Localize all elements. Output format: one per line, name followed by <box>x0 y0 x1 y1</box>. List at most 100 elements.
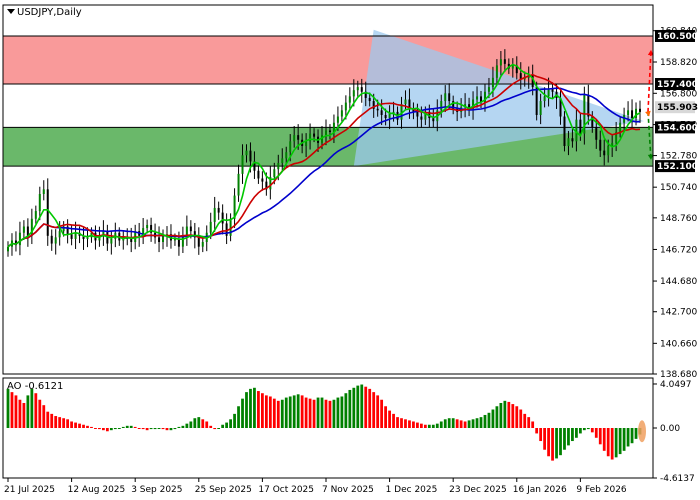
candle-body-68 <box>277 163 280 170</box>
candle-body-24 <box>102 231 105 236</box>
candle-body-150 <box>603 150 606 156</box>
ao-bar-70 <box>284 397 288 428</box>
ao-bar-125 <box>503 400 507 428</box>
ao-bar-104 <box>419 423 423 428</box>
candle-body-62 <box>253 161 256 171</box>
ao-bar-137 <box>551 428 554 461</box>
ao-bar-129 <box>519 409 523 428</box>
ao-bar-48 <box>197 417 201 428</box>
candle-body-139 <box>559 97 562 117</box>
candle-body-79 <box>321 135 324 143</box>
candle-body-123 <box>495 65 498 78</box>
y-tick-label-1: 158.820 <box>660 58 697 68</box>
candle-body-100 <box>404 99 407 105</box>
ao-bar-126 <box>507 401 511 428</box>
ao-bar-67 <box>272 398 276 428</box>
price-tag-label-1: 157.400 <box>657 80 698 90</box>
ao-bar-115 <box>463 421 467 428</box>
ao-bar-156 <box>626 428 630 447</box>
candle-body-134 <box>539 101 542 115</box>
candle-body-158 <box>635 108 638 119</box>
ao-bar-81 <box>328 400 332 428</box>
candle-body-93 <box>376 108 379 111</box>
ao-bar-14 <box>62 418 66 428</box>
ao-bar-71 <box>288 396 292 428</box>
candle-body-66 <box>269 176 272 190</box>
candle-body-119 <box>480 96 483 103</box>
x-tick-label-8: 16 Jan 2026 <box>513 485 567 495</box>
ao-bar-50 <box>205 421 209 428</box>
ao-bar-44 <box>181 425 185 428</box>
ao-bar-60 <box>245 392 248 428</box>
candle-body-57 <box>233 195 236 219</box>
ao-bar-110 <box>443 419 447 428</box>
candle-body-149 <box>599 139 602 151</box>
candle-body-44 <box>181 235 184 247</box>
ao-bar-33 <box>137 428 141 429</box>
y-tick-label-10: 140.660 <box>660 339 697 349</box>
y-tick-label-9: 142.700 <box>660 308 697 318</box>
candle-body-16 <box>70 234 73 239</box>
ao-bar-43 <box>177 426 181 428</box>
candle-body-142 <box>571 138 574 142</box>
ao-bar-142 <box>571 428 574 442</box>
candle-body-80 <box>324 130 327 136</box>
ao-bar-61 <box>249 388 252 428</box>
ao-bar-80 <box>324 399 328 428</box>
ao-bar-20 <box>86 425 89 428</box>
candle-body-45 <box>185 226 188 236</box>
candle-body-90 <box>364 91 367 98</box>
candle-body-34 <box>142 228 145 236</box>
ao-bar-64 <box>261 393 264 428</box>
candle-body-11 <box>50 235 53 244</box>
candle-body-154 <box>619 122 622 133</box>
candle-body-36 <box>150 224 153 233</box>
ao-bar-93 <box>376 395 380 428</box>
ao-bar-152 <box>610 428 614 460</box>
candle-body-151 <box>607 145 610 156</box>
ao-bar-153 <box>614 428 618 458</box>
candle-body-81 <box>328 130 331 133</box>
ao-bar-46 <box>189 421 193 428</box>
candle-body-136 <box>547 88 550 97</box>
ao-bar-87 <box>352 387 356 428</box>
ao-bar-8 <box>38 399 42 428</box>
candle-body-96 <box>388 113 391 119</box>
ao-bar-139 <box>559 428 562 456</box>
candle-body-130 <box>523 77 526 80</box>
candle-body-70 <box>285 152 288 159</box>
candle-body-148 <box>595 127 598 140</box>
ao-bar-92 <box>372 392 376 428</box>
ao-bar-116 <box>467 420 471 428</box>
candle-body-147 <box>591 116 594 128</box>
ao-bar-72 <box>292 395 296 428</box>
ao-bar-42 <box>173 428 177 430</box>
chart-title: USDJPY,Daily <box>17 7 82 18</box>
price-tag-label-3: 154.600 <box>657 123 698 133</box>
ao-bar-1 <box>10 392 14 428</box>
ao-bar-145 <box>582 428 586 431</box>
candle-body-122 <box>491 77 494 88</box>
price-tag-2 <box>655 101 695 114</box>
y-tick-label-4: 152.780 <box>660 152 697 162</box>
candle-body-47 <box>193 231 196 238</box>
ao-bar-73 <box>296 394 300 428</box>
ao-bar-88 <box>356 385 360 428</box>
ao-bar-41 <box>169 428 173 431</box>
candle-body-3 <box>18 232 21 246</box>
ao-bar-86 <box>348 389 352 428</box>
ao-bar-155 <box>622 428 626 451</box>
x-tick-label-1: 12 Aug 2025 <box>68 485 126 495</box>
y-tick-label-7: 146.720 <box>660 245 697 255</box>
candle-body-61 <box>249 150 252 162</box>
ao-bar-49 <box>201 419 205 428</box>
ao-bar-51 <box>209 425 213 428</box>
ao-bar-69 <box>280 399 284 428</box>
candle-body-53 <box>217 207 220 213</box>
ao-bar-118 <box>475 418 479 428</box>
ao-bar-18 <box>78 423 81 428</box>
candle-body-95 <box>384 114 387 119</box>
ao-bar-102 <box>412 421 415 428</box>
ao-bar-100 <box>404 419 407 428</box>
ao-bar-82 <box>332 399 336 428</box>
